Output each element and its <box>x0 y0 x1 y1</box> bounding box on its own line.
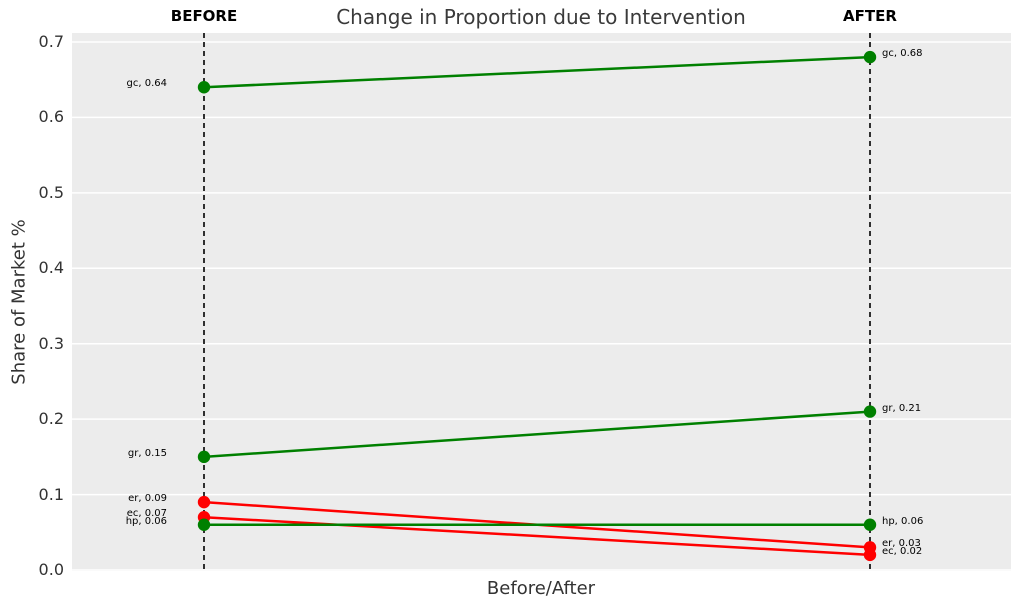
y-axis-label: Share of Market % <box>8 219 30 385</box>
chart-title: Change in Proportion due to Intervention <box>336 5 746 29</box>
annotation-er-before: er, 0.09 <box>128 493 167 505</box>
y-tick-label-0.4: 0.4 <box>38 258 64 278</box>
y-tick-label-0.2: 0.2 <box>38 409 64 429</box>
y-tick-label-0.3: 0.3 <box>38 333 64 353</box>
data-point-gr-after <box>863 405 877 418</box>
annotation-hp-before: hp, 0.06 <box>125 515 167 527</box>
series-line-gc <box>203 55 871 89</box>
annotation-gr-after: gr, 0.21 <box>882 402 922 414</box>
annotation-gc-after: gc, 0.68 <box>882 48 923 60</box>
data-point-er-before <box>197 495 211 509</box>
data-point-ec-after <box>863 548 877 562</box>
y-tick-label-0.5: 0.5 <box>38 182 64 202</box>
annotation-gc-before: gc, 0.64 <box>126 78 167 90</box>
y-tick-label-0.6: 0.6 <box>38 107 64 127</box>
data-point-hp-after <box>863 518 877 531</box>
data-point-gc-before <box>197 81 211 94</box>
annotation-gr-before: gr, 0.15 <box>127 447 167 459</box>
annotation-hp-after: hp, 0.06 <box>882 515 924 527</box>
y-tick-label-0.0: 0.0 <box>38 560 64 579</box>
before-column-header: BEFORE <box>170 7 238 25</box>
y-tick-label-0.7: 0.7 <box>38 31 64 51</box>
series-line-ec <box>203 515 871 557</box>
data-point-gr-before <box>197 450 211 464</box>
annotation-ec-before: ec, 0.07 <box>126 508 167 520</box>
plot-area <box>72 33 1011 571</box>
x-axis-label: Before/After <box>486 578 596 599</box>
y-tick-label-0.1: 0.1 <box>38 484 64 504</box>
data-point-hp-before <box>197 518 211 531</box>
after-column-header: AFTER <box>843 7 897 25</box>
annotation-er-after: er, 0.03 <box>882 538 921 550</box>
slope-chart-canvas <box>72 33 1011 571</box>
annotation-ec-after: ec, 0.02 <box>882 545 923 557</box>
data-point-gc-after <box>863 50 877 64</box>
series-line-gr <box>203 410 871 459</box>
